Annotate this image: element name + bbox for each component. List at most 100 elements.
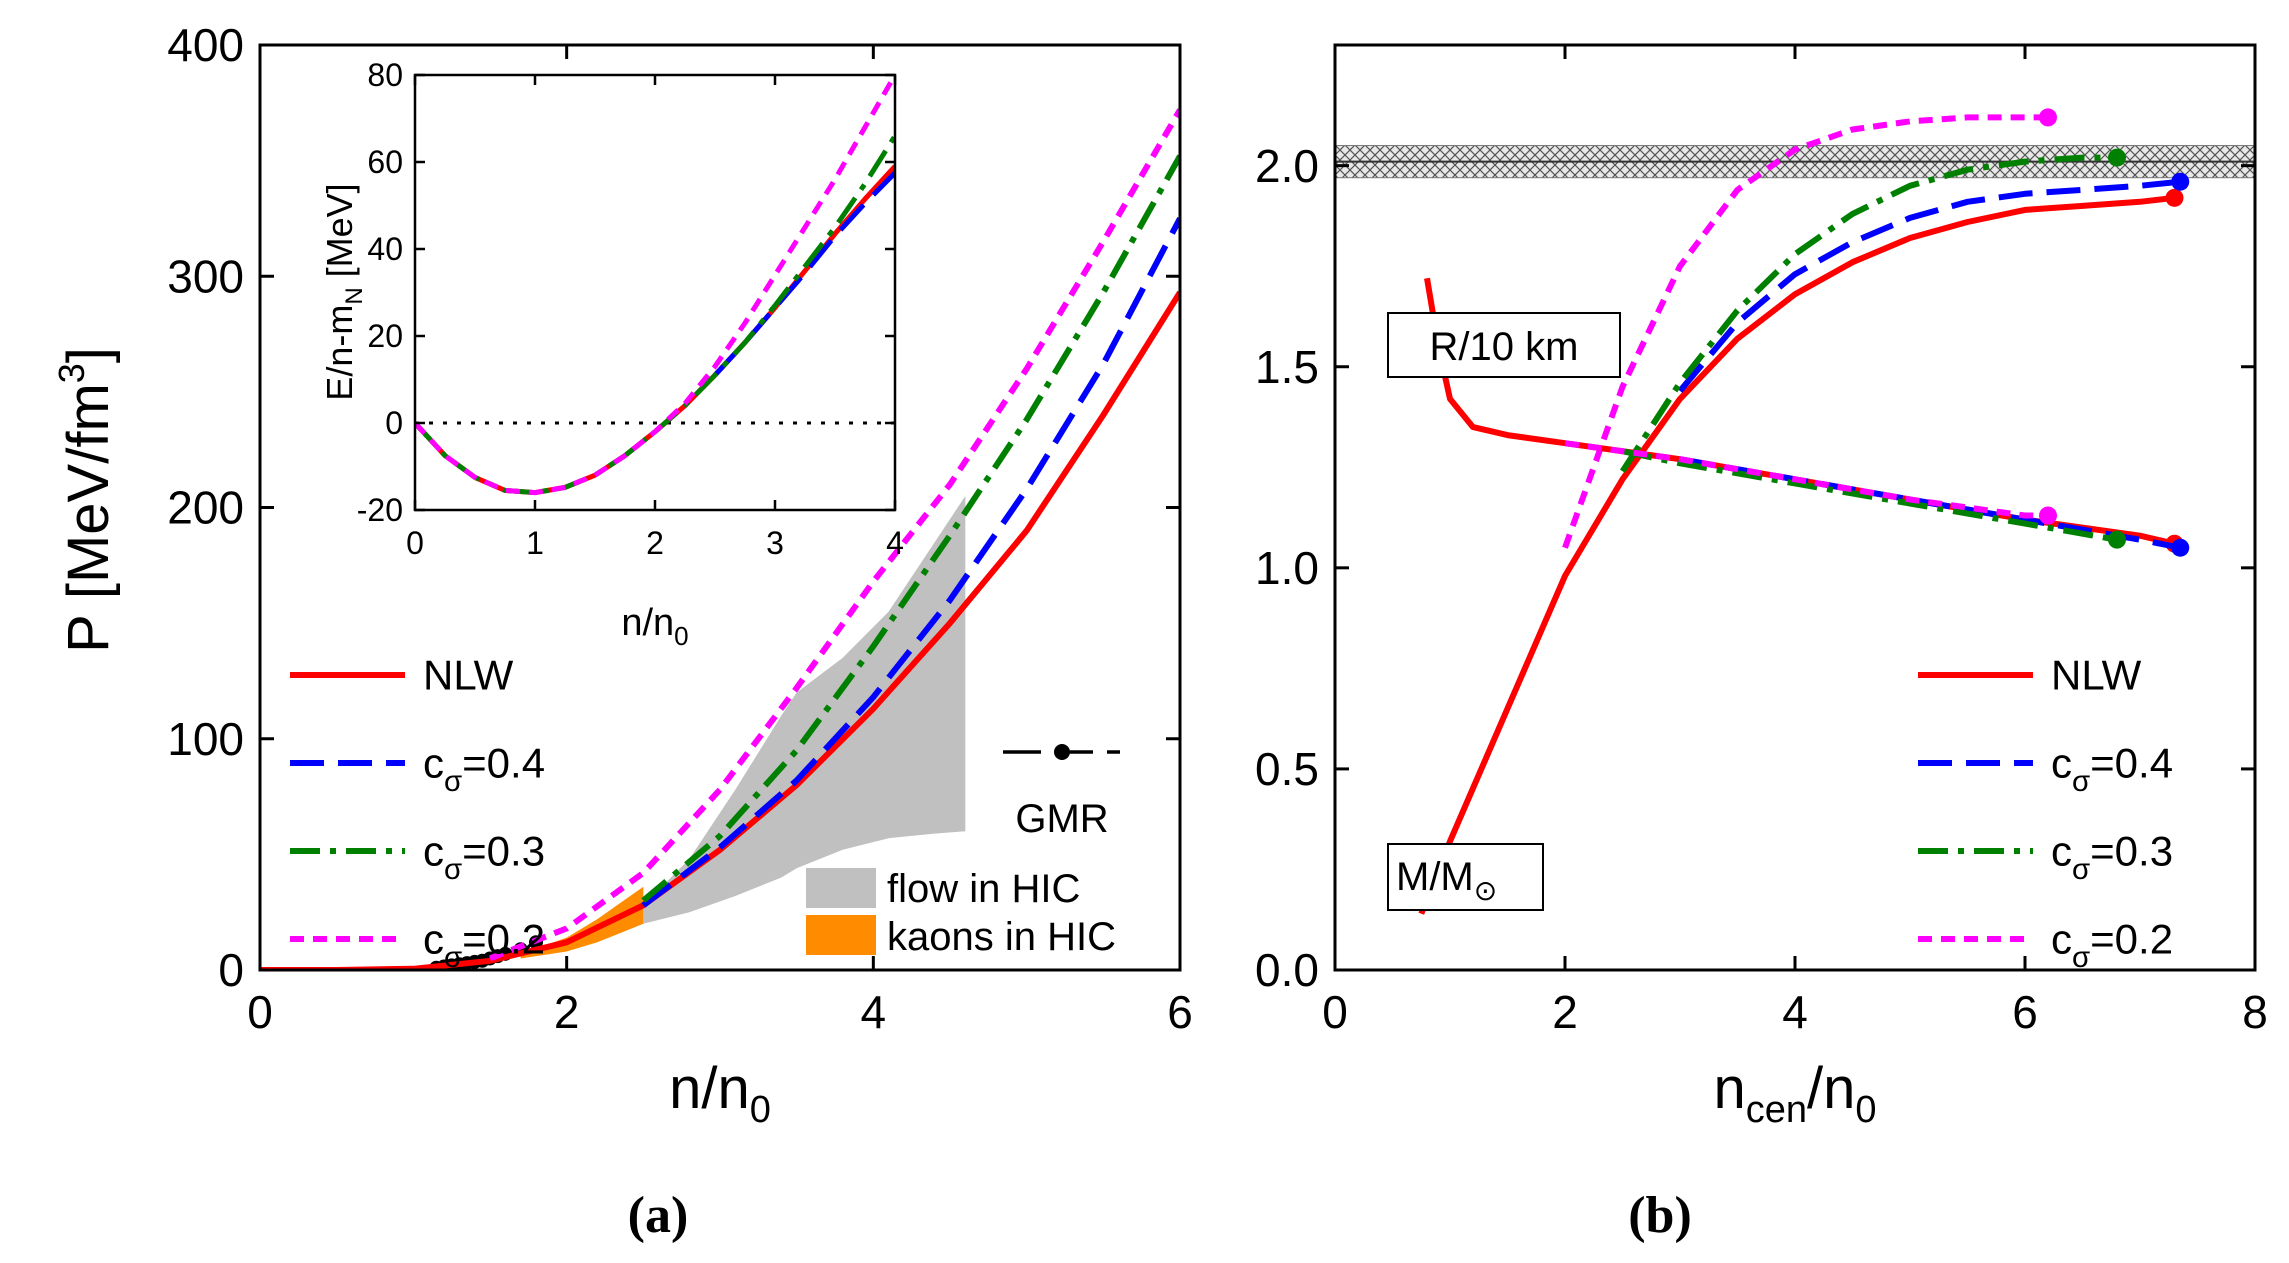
inset-xtick-label-3: 3: [766, 525, 784, 561]
inset-xtick-label-4: 4: [886, 525, 904, 561]
inset-series-line-3: [415, 75, 895, 496]
panel-a-xlabel: n/n0: [669, 1056, 771, 1131]
inset-xlabel-sub: 0: [674, 621, 688, 651]
mass-curve-2: [1619, 154, 2117, 473]
panel-b-xtick-label-3: 6: [2012, 986, 2038, 1038]
panel-a-series-line-1: [641, 217, 1180, 908]
panel-a-ytick-label-4: 400: [167, 19, 244, 71]
inset-background: [415, 75, 895, 510]
gmr-legend-label: GMR: [1015, 797, 1108, 841]
mass-max-marker-2: [2108, 148, 2126, 167]
kaon-legend-label: kaons in HIC: [887, 915, 1116, 959]
flow-legend-swatch: [806, 868, 876, 908]
kaon-legend-swatch: [806, 915, 876, 955]
gmr-legend-dot: [1054, 744, 1070, 760]
inset-xtick-label-0: 0: [406, 525, 424, 561]
inset-ytick-label-0: -20: [357, 492, 403, 528]
panel-a-ytick-label-1: 100: [167, 713, 244, 765]
panel-b-xlabel-sub2: 0: [1855, 1089, 1876, 1131]
panel-a-ytick-label-3: 300: [167, 250, 244, 302]
radius-curve-2: [1621, 448, 2118, 543]
inset-ytick-label-5: 80: [367, 57, 403, 93]
inset-ylabel: E/n-mN [MeV]: [319, 183, 368, 400]
panel-a-series: [260, 108, 1180, 970]
radius-curve-3: [1564, 440, 2048, 519]
legend-label-2: cσ=0.3: [423, 828, 545, 886]
inset-ytick-label-4: 60: [367, 144, 403, 180]
panel-a-xlabel-main: n/n: [669, 1056, 750, 1121]
legend-label-1: cσ=0.4: [2051, 740, 2173, 798]
mass-curve-0: [1418, 194, 2175, 915]
panel-b-xlabel-tail: /n: [1807, 1056, 1855, 1121]
mass-annotation: M/M⊙: [1387, 843, 1544, 911]
legend-label-0: NLW: [2051, 652, 2142, 699]
inset-xlabel-main: n/n: [621, 602, 674, 644]
panel-b-xtick-label-1: 2: [1552, 986, 1578, 1038]
panel-b-ytick-label-0: 0.0: [1255, 944, 1319, 996]
panel-a-ylabel: P [MeV/fm3]: [51, 347, 121, 653]
panel-a-ylabel-tail: ]: [56, 347, 121, 363]
panel-b-xtick-label-4: 8: [2242, 986, 2268, 1038]
panel-a-series-line-3: [488, 108, 1180, 962]
mass-annotation-sub: ⊙: [1474, 875, 1497, 906]
panel-b-ytick-label-4: 2.0: [1255, 140, 1319, 192]
mass-annotation-main: M/M: [1396, 855, 1474, 899]
legend-label-3: cσ=0.2: [2051, 916, 2173, 974]
inset-xlabel: n/n0: [621, 602, 688, 651]
flow-band: [643, 495, 966, 924]
panel-a-xtick-label-3: 6: [1167, 986, 1193, 1038]
mass-annotation-box: [1387, 843, 1544, 911]
inset-ylabel-tail: [MeV]: [319, 183, 360, 287]
inset-ytick-label-3: 40: [367, 231, 403, 267]
mass-max-marker-0: [2165, 188, 2184, 207]
radius-annotation-box: [1387, 312, 1621, 378]
panel-b-xlabel-sub: cen: [1746, 1089, 1807, 1131]
panel-a-legend: NLW cσ=0.4 cσ=0.3 cσ=0.2: [290, 652, 545, 974]
panel-b-ytick-label-1: 0.5: [1255, 743, 1319, 795]
panel-a-label: (a): [628, 1187, 689, 1244]
mass-curve-3: [1562, 114, 2048, 549]
panel-a-xlabel-sub: 0: [750, 1089, 771, 1131]
radius-end-marker-1: [2171, 538, 2190, 557]
legend-label-0: NLW: [423, 652, 514, 699]
flow-legend-label: flow in HIC: [887, 867, 1080, 911]
panel-b-series: [1418, 108, 2190, 915]
inset-xtick-label-1: 1: [526, 525, 544, 561]
panel-b-ytick-label-3: 1.5: [1255, 341, 1319, 393]
panel-b-xlabel-main: n: [1713, 1056, 1745, 1121]
panel-a-ylabel-sup: 3: [51, 363, 92, 383]
panel-a-xtick-label-1: 2: [554, 986, 580, 1038]
inset-series: [415, 75, 895, 496]
panel-a-xtick-label-0: 0: [247, 986, 273, 1038]
panel-a-ylabel-main: P [MeV/fm: [56, 383, 121, 653]
mass-max-marker-1: [2171, 172, 2190, 191]
panel-b-ticks: 0 2 4 6 8 0.0 0.5 1.0 1.5 2.0: [1255, 45, 2268, 1038]
radius-end-marker-2: [2108, 530, 2126, 549]
panel-b: 0 2 4 6 80.00.51.01.52.0 ncen/n0 (b) R/10 km…: [1255, 43, 2268, 1244]
legend-label-1: cσ=0.4: [423, 740, 545, 798]
panel-a-ytick-label-2: 200: [167, 482, 244, 534]
mass-max-marker-3: [2039, 108, 2057, 127]
panel-b-xtick-label-0: 0: [1322, 986, 1348, 1038]
panel-b-legend: NLW cσ=0.4 cσ=0.3 cσ=0.2: [1918, 652, 2173, 974]
inset-ytick-label-1: 0: [385, 405, 403, 441]
radius-annotation-text: R/10 km: [1430, 325, 1579, 369]
inset-ylabel-main: E/n-m: [319, 305, 360, 401]
radius-annotation: R/10 km: [1387, 312, 1621, 378]
inset-ytick-label-2: 20: [367, 318, 403, 354]
panel-a-ytick-label-0: 0: [218, 944, 244, 996]
legend-label-2: cσ=0.3: [2051, 828, 2173, 886]
panel-b-xlabel: ncen/n0: [1713, 1056, 1876, 1131]
panel-a-xtick-label-2: 4: [861, 986, 887, 1038]
legend-label-3: cσ=0.2: [423, 916, 545, 974]
mass-curve-1: [1677, 178, 2181, 393]
radius-end-marker-3: [2039, 506, 2057, 525]
panel-a-series-line-2: [641, 154, 1180, 903]
inset-ylabel-sub: N: [341, 287, 368, 304]
panel-b-xtick-label-2: 4: [1782, 986, 1808, 1038]
